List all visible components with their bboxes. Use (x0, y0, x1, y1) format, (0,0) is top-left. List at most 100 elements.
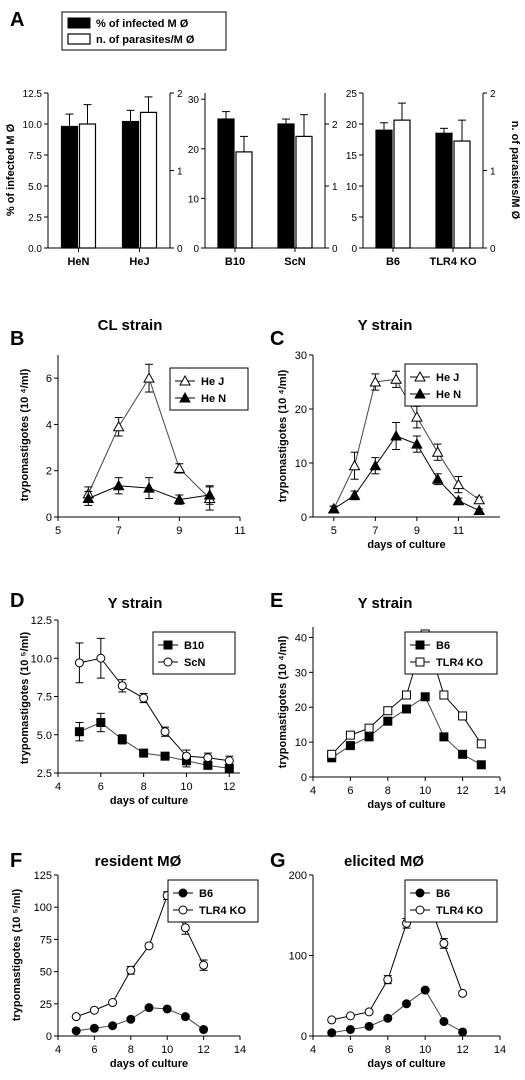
line-chart-d: 2.5 5.0 7.5 10.0 12.5 4 6 8 10 12 days of culture t… (19, 615, 240, 807)
y-tick-label: 15 (346, 151, 358, 162)
point (117, 734, 127, 744)
y-tick-label: 0 (301, 772, 307, 784)
x-tick-label: 11 (234, 525, 245, 537)
point (112, 420, 125, 432)
panel-letter-a: A (10, 9, 24, 31)
point (327, 502, 340, 514)
y-axis-label: trypomastigotes (10 ⁵/ml) (19, 632, 31, 765)
x-tick-label: 14 (494, 785, 506, 797)
bar (295, 135, 313, 249)
line-chart-g: 0 100 200 4 6 8 10 12 14 days of culture B6 TLR4 KO (289, 870, 506, 1070)
point (71, 1012, 81, 1022)
x-tick-label: 14 (234, 1044, 246, 1056)
y-tick-label: 7.5 (28, 151, 42, 162)
y-tick-label: 100 (289, 951, 307, 963)
x-tick-label: 8 (385, 1044, 391, 1056)
y-tick-label: 0 (301, 1031, 307, 1043)
y-tick-label-right: 2 (332, 120, 338, 131)
point (439, 938, 449, 948)
bar (453, 140, 471, 249)
point (82, 492, 95, 503)
x-tick-label: 7 (372, 525, 378, 537)
ylabel-a-left: % of infected M Ø (5, 123, 17, 216)
panel-letter-g: G (270, 850, 286, 872)
x-tick-label: 12 (456, 1044, 468, 1056)
y-tick-label: 30 (188, 95, 200, 106)
point (420, 985, 430, 995)
point (402, 999, 411, 1009)
point (402, 690, 411, 700)
y-tick-label: 10.0 (31, 653, 52, 665)
y-tick-label: 0 (193, 244, 199, 255)
y-tick-label: 2 (46, 466, 52, 478)
x-tick-label: B6 (386, 256, 400, 268)
point (126, 1014, 136, 1024)
point (144, 1003, 154, 1013)
point (117, 681, 127, 691)
point (415, 640, 425, 650)
panel-title-b: CL strain (98, 317, 163, 334)
point (390, 373, 402, 384)
series-line (333, 435, 480, 511)
y-tick-label-right: 0 (332, 244, 338, 255)
point (345, 730, 355, 740)
x-tick-label: 12 (456, 785, 468, 797)
point (199, 1025, 209, 1035)
legend-swatch-filled (67, 17, 91, 29)
point (458, 711, 468, 721)
point (178, 888, 188, 898)
y-tick-label: 10 (188, 194, 200, 205)
x-tick-label: 4 (55, 781, 61, 793)
point (476, 760, 486, 770)
y-tick-label: 10 (295, 458, 307, 470)
y-tick-label: 5.0 (28, 182, 42, 193)
legend-box (167, 879, 259, 923)
point (439, 732, 449, 742)
y-tick-label: 125 (34, 870, 52, 882)
point (364, 723, 374, 733)
x-tick-label: 4 (310, 785, 316, 797)
y-tick-label: 0.0 (28, 244, 42, 255)
point (452, 478, 465, 490)
y-tick-label-right: 2 (490, 89, 496, 100)
point (160, 751, 170, 761)
legend-label: He J (201, 376, 224, 388)
x-tick-label: 14 (494, 1044, 506, 1056)
series-he-n (327, 422, 486, 516)
y-tick-label: 50 (40, 967, 52, 979)
y-tick-label: 25 (40, 999, 52, 1011)
point (345, 1011, 355, 1021)
point (143, 482, 155, 493)
y-tick-label: 10 (346, 182, 358, 193)
point (173, 462, 186, 473)
y-axis-label: trypomastigotes (10 ⁵/ml) (11, 889, 23, 1022)
point (180, 923, 190, 933)
panel-title-f: resident MØ (95, 853, 182, 870)
series-tlr4-ko (327, 629, 486, 759)
point (139, 748, 149, 758)
point (74, 658, 84, 668)
y-tick-label: 20 (295, 702, 307, 714)
legend-a: % of infected M Ø n. of parasites/M Ø (61, 11, 227, 51)
line-chart-e: 0 10 20 30 40 4 6 8 10 12 14 days of culture trypoma… (277, 627, 506, 811)
y-tick-label-right: 0 (490, 244, 496, 255)
y-tick-label: 20 (188, 145, 200, 156)
y-axis-label: trypomastigotes (10 ⁴/ml) (19, 368, 31, 501)
y-tick-label: 2.5 (37, 768, 52, 780)
point (458, 1027, 468, 1037)
panel-title-c: Y strain (358, 317, 413, 334)
point (402, 704, 411, 714)
legend: B6 TLR4 KO (404, 879, 498, 923)
bar (78, 123, 97, 249)
point (96, 718, 106, 728)
y-tick-label: 0 (46, 512, 52, 524)
x-tick-label: 10 (419, 1044, 431, 1056)
point (139, 693, 149, 703)
legend-label: B6 (436, 888, 450, 900)
point (144, 941, 154, 951)
point (327, 749, 337, 759)
point (162, 1004, 172, 1014)
x-tick-label: 4 (55, 1044, 61, 1056)
x-tick-label: 9 (176, 525, 182, 537)
